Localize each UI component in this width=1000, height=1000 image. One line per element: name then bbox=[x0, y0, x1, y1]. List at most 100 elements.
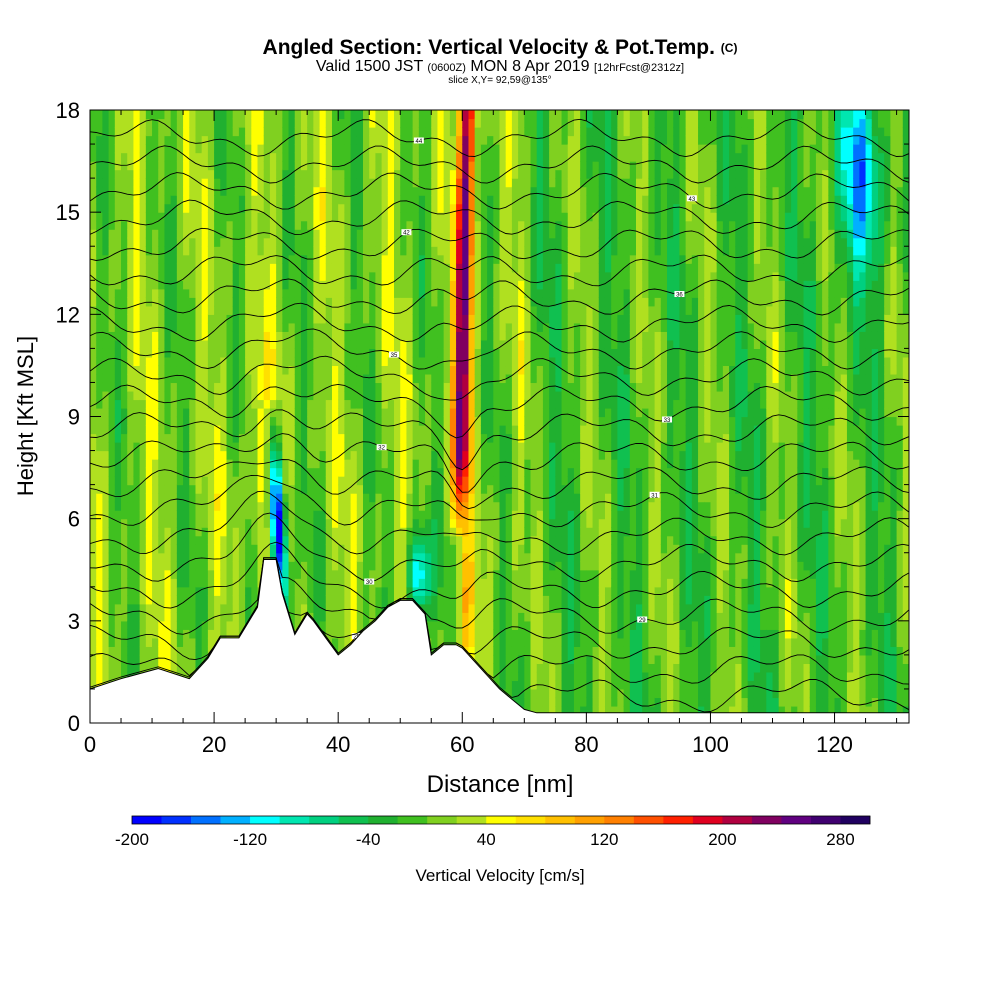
field-cell bbox=[121, 152, 128, 162]
field-cell bbox=[518, 552, 525, 562]
field-cell bbox=[499, 484, 507, 494]
field-cell bbox=[487, 484, 494, 494]
field-cell bbox=[493, 493, 501, 503]
field-cell bbox=[437, 331, 445, 341]
field-cell bbox=[431, 186, 439, 196]
field-cell bbox=[418, 484, 426, 494]
field-cell bbox=[245, 305, 252, 315]
field-cell bbox=[114, 118, 122, 128]
field-cell bbox=[331, 416, 339, 426]
field-cell bbox=[245, 416, 252, 426]
field-cell bbox=[493, 169, 501, 179]
field-cell bbox=[363, 356, 370, 367]
field-cell bbox=[114, 476, 122, 486]
field-cell bbox=[437, 203, 445, 213]
field-cell bbox=[108, 390, 116, 401]
field-cell bbox=[201, 365, 209, 375]
field-cell bbox=[462, 552, 470, 562]
field-cell bbox=[220, 322, 228, 332]
field-cell bbox=[282, 561, 290, 571]
field-cell bbox=[139, 646, 147, 656]
field-cell bbox=[263, 297, 271, 307]
field-cell bbox=[207, 493, 215, 503]
field-cell bbox=[499, 152, 507, 162]
field-cell bbox=[462, 254, 470, 264]
field-cell bbox=[108, 195, 116, 205]
field-cell bbox=[319, 544, 327, 554]
field-cell bbox=[338, 399, 345, 409]
field-cell bbox=[449, 152, 457, 162]
field-cell bbox=[269, 527, 277, 537]
field-cell bbox=[269, 135, 277, 145]
field-cell bbox=[263, 127, 271, 137]
field-cell bbox=[226, 356, 234, 367]
field-cell bbox=[313, 305, 321, 315]
chart-title-block: Angled Section: Vertical Velocity & Pot.… bbox=[0, 36, 1000, 87]
field-cell bbox=[276, 348, 283, 358]
field-cell bbox=[331, 118, 339, 128]
field-cell bbox=[437, 229, 445, 239]
field-cell bbox=[102, 144, 110, 154]
field-cell bbox=[127, 442, 135, 452]
field-cell bbox=[139, 629, 147, 639]
field-cell bbox=[356, 612, 364, 622]
field-cell bbox=[226, 322, 234, 332]
field-cell bbox=[319, 229, 327, 239]
field-cell bbox=[220, 544, 228, 554]
field-cell bbox=[300, 365, 308, 375]
field-cell bbox=[387, 569, 395, 579]
field-cell bbox=[207, 229, 215, 239]
field-cell bbox=[195, 161, 203, 171]
field-cell bbox=[356, 110, 364, 120]
field-cell bbox=[294, 416, 302, 426]
field-cell bbox=[282, 212, 290, 222]
field-cell bbox=[220, 186, 228, 196]
field-cell bbox=[511, 280, 519, 290]
field-cell bbox=[145, 527, 153, 537]
field-cell bbox=[468, 612, 476, 622]
field-cell bbox=[263, 459, 271, 469]
field-cell bbox=[307, 518, 314, 528]
field-cell bbox=[201, 603, 209, 613]
field-cell bbox=[363, 288, 370, 298]
field-cell bbox=[518, 671, 525, 682]
field-cell bbox=[462, 348, 470, 358]
field-cell bbox=[325, 425, 333, 435]
field-cell bbox=[400, 527, 408, 537]
field-cell bbox=[245, 382, 252, 392]
field-cell bbox=[406, 561, 414, 571]
field-cell bbox=[480, 203, 488, 213]
field-cell bbox=[443, 203, 451, 213]
field-cell bbox=[164, 578, 172, 588]
field-cell bbox=[294, 246, 302, 256]
field-cell bbox=[220, 373, 228, 384]
field-cell bbox=[232, 288, 240, 298]
field-cell bbox=[114, 425, 122, 435]
field-cell bbox=[263, 544, 271, 554]
field-cell bbox=[313, 399, 321, 409]
field-cell bbox=[462, 144, 470, 154]
field-cell bbox=[288, 118, 296, 128]
field-cell bbox=[449, 144, 457, 154]
field-cell bbox=[176, 646, 184, 656]
field-cell bbox=[307, 612, 314, 622]
field-cell bbox=[511, 663, 519, 673]
field-cell bbox=[263, 331, 271, 341]
field-cell bbox=[238, 450, 246, 460]
field-cell bbox=[307, 237, 314, 247]
field-cell bbox=[425, 382, 432, 392]
field-cell bbox=[456, 127, 463, 137]
field-cell bbox=[456, 110, 463, 120]
field-cell bbox=[170, 254, 178, 264]
field-cell bbox=[381, 416, 389, 426]
field-cell bbox=[269, 484, 277, 494]
field-cell bbox=[195, 612, 203, 622]
field-cell bbox=[257, 348, 265, 358]
field-cell bbox=[493, 203, 501, 213]
field-cell bbox=[288, 467, 296, 477]
field-cell bbox=[207, 339, 215, 349]
field-cell bbox=[276, 127, 283, 137]
field-cell bbox=[145, 305, 153, 315]
field-cell bbox=[344, 586, 352, 596]
field-cell bbox=[474, 263, 482, 273]
